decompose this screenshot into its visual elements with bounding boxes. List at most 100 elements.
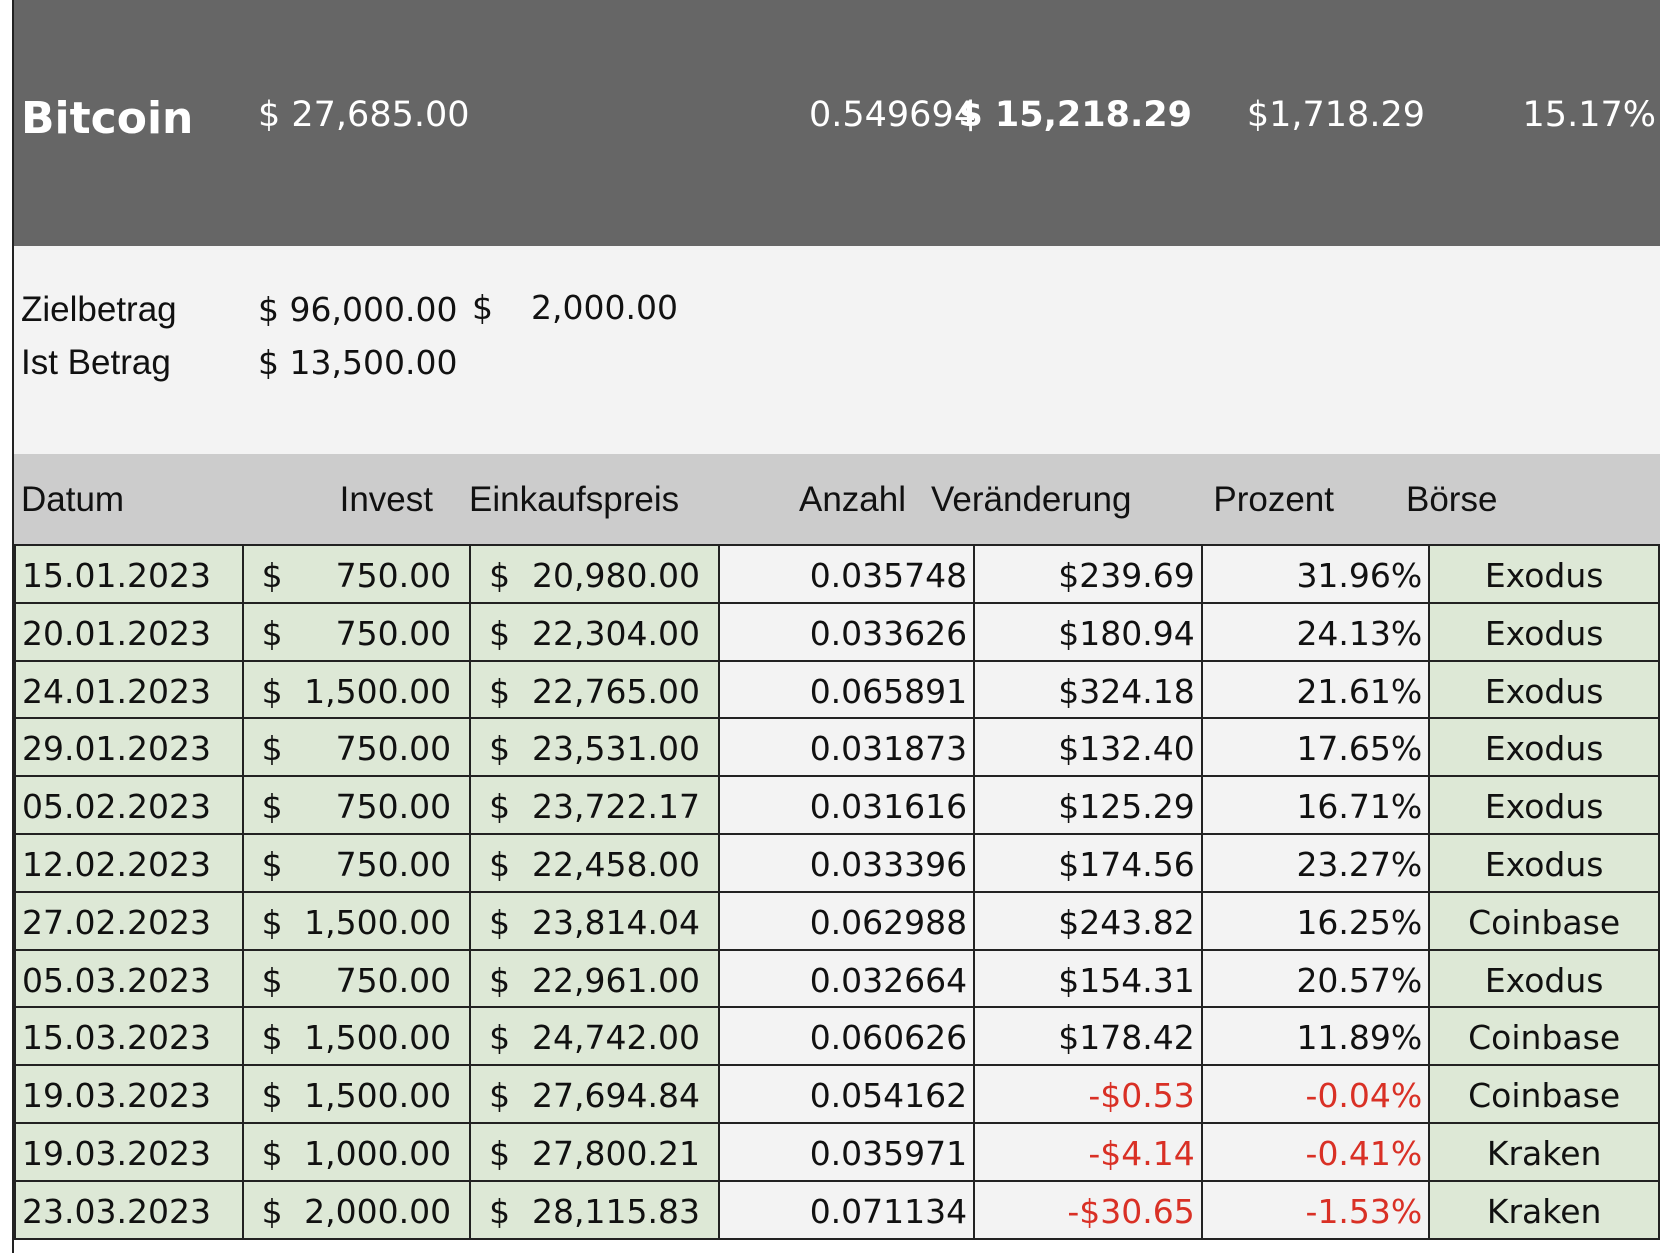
- percent-cell[interactable]: 23.27%: [1200, 832, 1431, 893]
- quantity-cell[interactable]: 0.035748: [717, 544, 976, 604]
- purchase-price-cell[interactable]: $23,814.04: [469, 890, 720, 951]
- purchase-price-cell[interactable]: $22,961.00: [469, 948, 720, 1009]
- percent-cell[interactable]: -0.41%: [1200, 1121, 1431, 1182]
- percent-cell[interactable]: -0.04%: [1200, 1064, 1431, 1124]
- column-header-exchange[interactable]: Börse: [1406, 480, 1498, 519]
- invest-cell[interactable]: $1,500.00: [241, 1006, 472, 1067]
- percent-cell[interactable]: 24.13%: [1200, 601, 1431, 662]
- column-header-invest[interactable]: Invest: [339, 480, 433, 519]
- invest-cell[interactable]: $750.00: [241, 717, 472, 778]
- exchange-cell[interactable]: Exodus: [1428, 659, 1660, 720]
- change-cell[interactable]: -$4.14: [973, 1121, 1203, 1182]
- date-cell[interactable]: 23.03.2023: [14, 1179, 244, 1240]
- monthly-currency[interactable]: $: [472, 288, 493, 327]
- quantity-cell[interactable]: 0.071134: [717, 1179, 976, 1240]
- percent-cell[interactable]: 16.25%: [1200, 890, 1431, 951]
- quantity-cell[interactable]: 0.065891: [717, 659, 976, 720]
- exchange-cell[interactable]: Coinbase: [1428, 1006, 1660, 1067]
- invest-cell[interactable]: $750.00: [241, 544, 472, 604]
- date-cell[interactable]: 29.01.2023: [14, 717, 244, 778]
- column-header-percent[interactable]: Prozent: [1213, 480, 1334, 519]
- exchange-cell[interactable]: Exodus: [1428, 775, 1660, 835]
- quantity-cell[interactable]: 0.054162: [717, 1064, 976, 1124]
- percent-cell[interactable]: 17.65%: [1200, 717, 1431, 778]
- quantity-cell[interactable]: 0.033626: [717, 601, 976, 662]
- purchase-price-cell[interactable]: $27,694.84: [469, 1064, 720, 1124]
- invest-cell[interactable]: $750.00: [241, 775, 472, 835]
- column-header-quantity[interactable]: Anzahl: [798, 480, 906, 519]
- invest-cell[interactable]: $750.00: [241, 832, 472, 893]
- date-cell[interactable]: 05.03.2023: [14, 948, 244, 1009]
- percent-cell[interactable]: 20.57%: [1200, 948, 1431, 1009]
- column-header-change[interactable]: Veränderung: [931, 480, 1132, 519]
- exchange-cell[interactable]: Exodus: [1428, 601, 1660, 662]
- date-cell[interactable]: 19.03.2023: [14, 1121, 244, 1182]
- invest-cell[interactable]: $1,500.00: [241, 890, 472, 951]
- purchase-price-cell[interactable]: $22,458.00: [469, 832, 720, 893]
- change-cell[interactable]: $239.69: [973, 544, 1203, 604]
- exchange-cell[interactable]: Exodus: [1428, 544, 1660, 604]
- percent-cell[interactable]: 16.71%: [1200, 775, 1431, 835]
- purchase-price-cell[interactable]: $24,742.00: [469, 1006, 720, 1067]
- exchange-cell[interactable]: Exodus: [1428, 717, 1660, 778]
- exchange-cell[interactable]: Kraken: [1428, 1121, 1660, 1182]
- purchase-price-cell[interactable]: $28,115.83: [469, 1179, 720, 1240]
- date-cell[interactable]: 12.02.2023: [14, 832, 244, 893]
- quantity-cell[interactable]: 0.060626: [717, 1006, 976, 1067]
- column-header-date[interactable]: Datum: [21, 480, 125, 519]
- invest-cell[interactable]: $1,500.00: [241, 659, 472, 720]
- invest-cell[interactable]: $1,000.00: [241, 1121, 472, 1182]
- column-header-purchase-price[interactable]: Einkaufspreis: [469, 480, 680, 519]
- monthly-amount[interactable]: 2,000.00: [531, 288, 678, 327]
- change-cell[interactable]: -$30.65: [973, 1179, 1203, 1240]
- quantity-cell[interactable]: 0.033396: [717, 832, 976, 893]
- change-cell[interactable]: $324.18: [973, 659, 1203, 720]
- change-cell[interactable]: -$0.53: [973, 1064, 1203, 1124]
- actual-amount[interactable]: $ 13,500.00: [258, 343, 458, 382]
- exchange-cell[interactable]: Kraken: [1428, 1179, 1660, 1240]
- purchase-price-cell[interactable]: $23,531.00: [469, 717, 720, 778]
- exchange-cell[interactable]: Exodus: [1428, 832, 1660, 893]
- asset-total-percent[interactable]: 15.17%: [1522, 95, 1656, 135]
- quantity-cell[interactable]: 0.035971: [717, 1121, 976, 1182]
- quantity-cell[interactable]: 0.032664: [717, 948, 976, 1009]
- purchase-price-cell[interactable]: $23,722.17: [469, 775, 720, 835]
- purchase-price-cell[interactable]: $20,980.00: [469, 544, 720, 604]
- asset-total-quantity[interactable]: 0.549694: [808, 95, 976, 135]
- exchange-cell[interactable]: Coinbase: [1428, 890, 1660, 951]
- actual-label[interactable]: Ist Betrag: [21, 343, 171, 382]
- date-cell[interactable]: 05.02.2023: [14, 775, 244, 835]
- quantity-cell[interactable]: 0.062988: [717, 890, 976, 951]
- date-cell[interactable]: 15.03.2023: [14, 1006, 244, 1067]
- invest-cell[interactable]: $750.00: [241, 601, 472, 662]
- exchange-cell[interactable]: Coinbase: [1428, 1064, 1660, 1124]
- asset-total-value[interactable]: $ 15,218.29: [958, 95, 1192, 135]
- purchase-price-cell[interactable]: $22,765.00: [469, 659, 720, 720]
- date-cell[interactable]: 20.01.2023: [14, 601, 244, 662]
- percent-cell[interactable]: 31.96%: [1200, 544, 1431, 604]
- change-cell[interactable]: $243.82: [973, 890, 1203, 951]
- change-cell[interactable]: $178.42: [973, 1006, 1203, 1067]
- change-cell[interactable]: $154.31: [973, 948, 1203, 1009]
- quantity-cell[interactable]: 0.031616: [717, 775, 976, 835]
- asset-name[interactable]: Bitcoin: [21, 93, 194, 144]
- date-cell[interactable]: 24.01.2023: [14, 659, 244, 720]
- asset-price[interactable]: $ 27,685.00: [258, 95, 470, 135]
- percent-cell[interactable]: 11.89%: [1200, 1006, 1431, 1067]
- asset-total-gain[interactable]: $1,718.29: [1246, 95, 1425, 135]
- percent-cell[interactable]: 21.61%: [1200, 659, 1431, 720]
- date-cell[interactable]: 15.01.2023: [14, 544, 244, 604]
- change-cell[interactable]: $132.40: [973, 717, 1203, 778]
- target-label[interactable]: Zielbetrag: [21, 290, 177, 329]
- invest-cell[interactable]: $750.00: [241, 948, 472, 1009]
- invest-cell[interactable]: $1,500.00: [241, 1064, 472, 1124]
- date-cell[interactable]: 27.02.2023: [14, 890, 244, 951]
- target-amount[interactable]: $ 96,000.00: [258, 290, 458, 329]
- date-cell[interactable]: 19.03.2023: [14, 1064, 244, 1124]
- change-cell[interactable]: $125.29: [973, 775, 1203, 835]
- quantity-cell[interactable]: 0.031873: [717, 717, 976, 778]
- change-cell[interactable]: $180.94: [973, 601, 1203, 662]
- exchange-cell[interactable]: Exodus: [1428, 948, 1660, 1009]
- change-cell[interactable]: $174.56: [973, 832, 1203, 893]
- percent-cell[interactable]: -1.53%: [1200, 1179, 1431, 1240]
